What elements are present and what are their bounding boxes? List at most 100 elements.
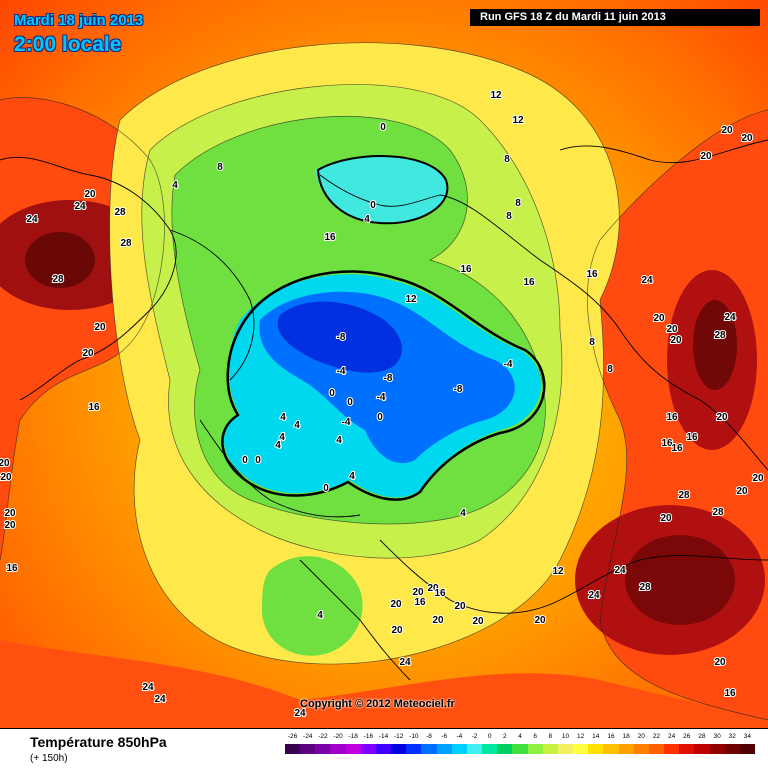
contour-label: 24 xyxy=(154,694,166,705)
contour-label: -4 xyxy=(342,417,351,428)
contour-label: 4 xyxy=(294,420,300,431)
legend-tick-label: -24 xyxy=(303,733,313,740)
cold-pocket-north xyxy=(315,156,447,223)
legend-color-cell xyxy=(482,744,498,754)
legend-color-cell xyxy=(466,744,483,754)
contour-label: 20 xyxy=(721,125,733,136)
contour-label: 20 xyxy=(752,473,764,484)
contour-label: 28 xyxy=(52,274,64,285)
contour-label: 20 xyxy=(427,583,439,594)
contour-label: 28 xyxy=(714,330,726,341)
contour-label: 0 xyxy=(242,455,248,466)
contour-label: 16 xyxy=(523,277,535,288)
contour-label: 8 xyxy=(515,198,521,209)
legend-color-cell xyxy=(315,744,331,754)
contour-label: 8 xyxy=(506,211,512,222)
contour-label: 4 xyxy=(172,180,178,191)
legend-tick-label: -6 xyxy=(441,733,448,740)
contour-label: 16 xyxy=(671,443,683,454)
legend-color-cell xyxy=(330,744,347,754)
contour-label: 28 xyxy=(678,490,690,501)
legend-tick-label: -26 xyxy=(287,733,298,740)
forecast-date-title: Mardi 18 juin 2013 xyxy=(14,12,144,29)
legend-color-cell xyxy=(573,744,589,754)
legend-color-cell xyxy=(557,744,574,754)
contour-label: 20 xyxy=(472,616,484,627)
contour-label: 20 xyxy=(4,520,16,531)
legend-color-cell xyxy=(436,744,453,754)
legend-color-cell xyxy=(285,744,301,754)
contour-label: 12 xyxy=(490,90,502,101)
contour-label: 4 xyxy=(460,508,466,519)
contour-label: 20 xyxy=(0,472,12,483)
legend-tick-label: -16 xyxy=(363,733,374,740)
contour-label: 12 xyxy=(512,115,524,126)
contour-label: 20 xyxy=(390,599,402,610)
contour-label: 20 xyxy=(660,513,672,524)
contour-label: -4 xyxy=(504,359,513,370)
contour-label: 16 xyxy=(586,269,598,280)
contour-label: 24 xyxy=(74,201,86,212)
legend-tick-label: -14 xyxy=(378,733,389,740)
contour-label: 20 xyxy=(4,508,16,519)
legend-color-cell xyxy=(497,744,513,754)
contour-label: 20 xyxy=(82,348,94,359)
contour-label: 4 xyxy=(280,412,286,423)
map-canvas: 2420242828282020164800416121288816161216… xyxy=(0,0,768,728)
contour-label: -8 xyxy=(454,384,463,395)
legend-tick-label: 4 xyxy=(518,733,522,740)
contour-label: 20 xyxy=(714,657,726,668)
contour-label: 16 xyxy=(661,438,673,449)
legend-tick-label: 34 xyxy=(743,733,752,740)
legend-color-cell xyxy=(633,744,650,754)
legend-color-cell xyxy=(345,744,362,754)
contour-label: 4 xyxy=(336,435,342,446)
deep-blue-core xyxy=(277,301,402,373)
contour-label: 24 xyxy=(724,312,736,323)
contour-label: 20 xyxy=(412,587,424,598)
legend-color-cell xyxy=(618,744,635,754)
legend-tick-label: 2 xyxy=(503,733,507,740)
contour-label: 0 xyxy=(377,412,383,423)
legend-tick-label: 24 xyxy=(667,733,676,740)
contour-label: 20 xyxy=(454,601,466,612)
footer-bar: Température 850hPa (+ 150h) -26 -24 -22 -20… xyxy=(0,728,768,768)
legend-tick-label: 28 xyxy=(698,733,706,740)
contour-label: 4 xyxy=(317,610,323,621)
contour-label: 16 xyxy=(724,688,736,699)
legend-color-cell xyxy=(451,744,468,754)
contour-label: 28 xyxy=(114,207,126,218)
legend-color-cell xyxy=(603,744,620,754)
contour-label: 16 xyxy=(414,597,426,608)
legend-tick-label: -2 xyxy=(471,733,478,740)
legend-tick-label: 16 xyxy=(607,733,615,740)
contour-label: 0 xyxy=(323,483,329,494)
contour-label: 12 xyxy=(405,294,417,305)
contour-label: 20 xyxy=(670,335,682,346)
contour-label: 24 xyxy=(641,275,653,286)
contour-label: 8 xyxy=(589,337,595,348)
contour-label: 16 xyxy=(88,402,100,413)
legend-tick-label: 30 xyxy=(713,733,721,740)
contour-label: 0 xyxy=(347,397,353,408)
contour-label: 16 xyxy=(460,264,472,275)
contour-label: 20 xyxy=(84,189,96,200)
legend-color-cell xyxy=(648,744,665,754)
coastlines xyxy=(0,139,768,681)
contour-label: 28 xyxy=(712,507,724,518)
legend-color-cell xyxy=(527,744,544,754)
contour-label: 20 xyxy=(716,412,728,423)
contour-labels: 2420242828282020164800416121288816161216… xyxy=(0,89,765,720)
legend-color-cell xyxy=(709,744,726,754)
contour-label: 20 xyxy=(653,313,665,324)
contour-label: 16 xyxy=(666,412,678,423)
contour-label: 16 xyxy=(434,588,446,599)
contour-label: -8 xyxy=(337,332,346,343)
contour-label: -4 xyxy=(377,392,386,403)
contour-label: 24 xyxy=(614,565,626,576)
legend-tick-label: -12 xyxy=(394,733,404,740)
legend-tick-label: 6 xyxy=(533,733,537,740)
contour-label: -4 xyxy=(337,366,346,377)
contour-label: 8 xyxy=(217,162,223,173)
contour-label: 20 xyxy=(534,615,546,626)
